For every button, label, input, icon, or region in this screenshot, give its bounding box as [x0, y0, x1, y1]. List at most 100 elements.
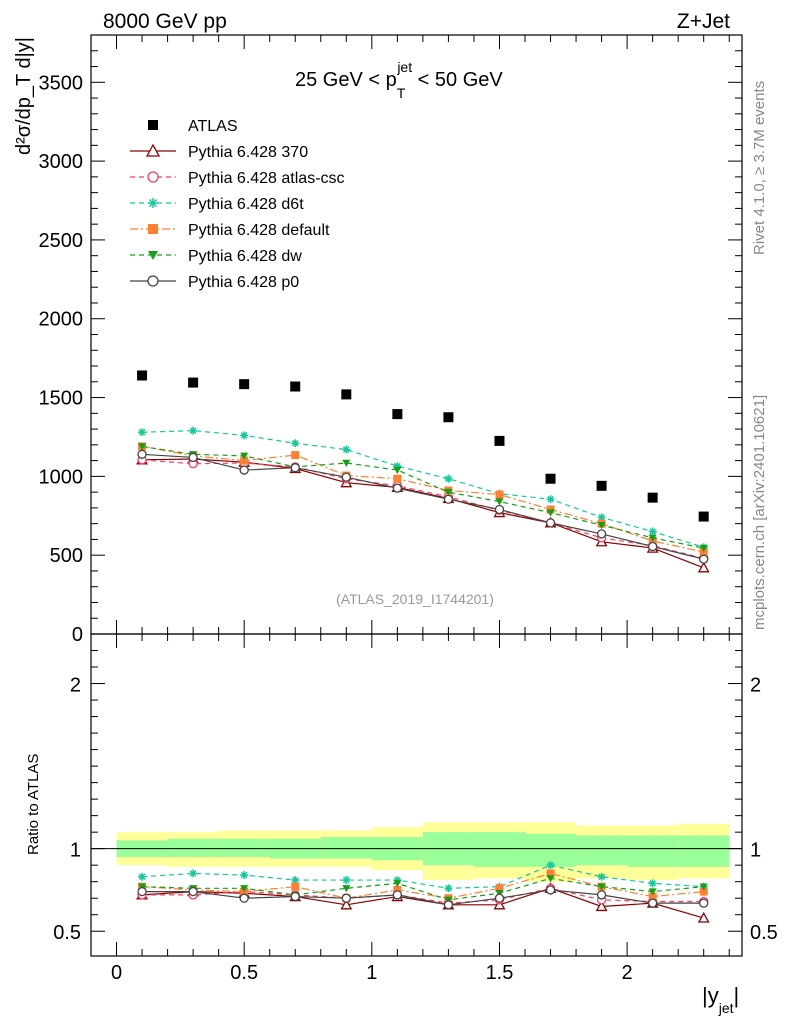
legend-label-pythia-6-428-d6t: Pythia 6.428 d6t — [188, 196, 304, 213]
ratio-xtick-label: 2 — [622, 962, 633, 984]
series-pythia-6-428-dw — [138, 443, 708, 553]
legend-item-pythia-6-428-atlas-csc: Pythia 6.428 atlas-csc — [130, 170, 345, 187]
main-data-marks — [136, 370, 710, 573]
legend-item-pythia-6-428-d6t: Pythia 6.428 d6t — [130, 196, 304, 213]
main-ytick-label: 0 — [72, 624, 83, 646]
point-pythia-6-428-p0 — [392, 483, 403, 493]
line-pythia-6-428-d6t — [142, 430, 704, 548]
ratio-xtick-label: 0 — [111, 962, 122, 984]
point-pythia-6-428-dw — [240, 452, 249, 460]
band-inner — [167, 838, 219, 857]
line-pythia-6-428-p0 — [142, 453, 704, 560]
main-title-sup: jet — [396, 59, 412, 75]
ratio-point-pythia-6-428-d6t — [393, 876, 402, 885]
ratio-point-pythia-6-428-p0 — [341, 893, 351, 903]
rivet-label: Rivet 4.1.0, ≥ 3.7M events — [751, 81, 768, 255]
legend-item-pythia-6-428-dw: Pythia 6.428 dw — [130, 248, 302, 265]
point-pythia-6-428-d6t — [393, 462, 402, 471]
ratio-point-pythia-6-428-default — [546, 869, 555, 878]
ratio-point-pythia-6-428-dw — [342, 885, 351, 893]
ratio-point-pythia-6-428-dw — [393, 880, 402, 888]
mcplots-label: mcplots.cern.ch [arXiv:2401.10621] — [751, 395, 768, 630]
point-pythia-6-428-d6t — [240, 431, 249, 440]
ratio-point-pythia-6-428-p0 — [188, 886, 198, 897]
point-pythia-6-428-default — [291, 451, 300, 460]
x-axis-label-tail: | — [734, 983, 740, 1008]
point-pythia-6-428-dw — [393, 466, 402, 475]
ratio-xtick-label: 1 — [366, 962, 377, 984]
ratio-point-pythia-6-428-p0 — [647, 898, 658, 908]
main-ytick-label: 1500 — [39, 388, 84, 410]
legend-label-pythia-6-428-370: Pythia 6.428 370 — [188, 144, 308, 161]
point-pythia-6-428-dw — [648, 534, 657, 542]
ratio-point-pythia-6-428-d6t — [342, 876, 351, 885]
ratio-point-pythia-6-428-default — [699, 887, 708, 896]
main-ytick-label: 1000 — [39, 466, 84, 488]
legend-marker-pythia-6-428-default — [148, 224, 158, 234]
point-atlas — [545, 473, 556, 484]
ratio-ytick-label-right: 0.5 — [750, 922, 778, 944]
ratio-point-pythia-6-428-d6t — [291, 876, 300, 885]
band-inner — [627, 835, 679, 867]
ratio-line-pythia-6-428-p0 — [142, 889, 704, 906]
main-title-tail: < 50 GeV — [412, 69, 503, 91]
ratio-point-pythia-6-428-d6t — [240, 871, 249, 880]
point-pythia-6-428-d6t — [189, 426, 198, 435]
ratio-point-pythia-6-428-d6t — [648, 879, 657, 888]
ratio-point-pythia-6-428-default — [648, 892, 657, 901]
ratio-line-pythia-6-428-dw — [142, 877, 704, 901]
point-atlas — [239, 379, 250, 390]
main-title-text: 25 GeV < p — [295, 69, 397, 91]
point-atlas — [443, 412, 454, 423]
point-pythia-6-428-dw — [138, 443, 147, 451]
ratio-point-pythia-6-428-default — [495, 884, 504, 893]
ratio-point-pythia-6-428-dw — [699, 883, 708, 891]
point-atlas — [188, 377, 199, 388]
legend-marker-pythia-6-428-p0 — [147, 275, 159, 287]
ratio-point-pythia-6-428-p0 — [137, 886, 147, 897]
point-pythia-6-428-d6t — [444, 474, 453, 483]
ratio-point-pythia-6-428-370 — [595, 900, 608, 912]
legend: ATLAS Pythia 6.428 370 Pythia 6.428 atlas-… — [130, 118, 345, 291]
ratio-point-pythia-6-428-p0 — [239, 893, 249, 903]
main-panel: 0 500 1000 1500 2000 2500 3000 3500 25 GeV < pT… — [13, 34, 743, 646]
ratio-ytick-label: 1 — [70, 840, 81, 862]
point-pythia-6-428-p0 — [494, 504, 505, 515]
ratio-ytick-label: 0.5 — [53, 922, 81, 944]
ratio-line-pythia-6-428-d6t — [142, 864, 704, 889]
ratio-ytick-label: 2 — [70, 675, 81, 697]
legend-label-pythia-6-428-atlas-csc: Pythia 6.428 atlas-csc — [188, 170, 345, 187]
ratio-point-pythia-6-428-p0 — [545, 885, 556, 895]
point-atlas — [596, 480, 607, 491]
ratio-point-pythia-6-428-dw — [597, 883, 606, 891]
legend-item-pythia-6-428-p0: Pythia 6.428 p0 — [130, 274, 299, 291]
ratio-xtick-label: 0.5 — [230, 962, 258, 984]
point-atlas — [392, 409, 403, 420]
ratio-series-pythia-6-428-p0 — [137, 885, 709, 910]
ratio-point-pythia-6-428-p0 — [392, 890, 403, 900]
header-process: Z+Jet — [677, 10, 730, 33]
series-pythia-6-428-d6t — [138, 426, 708, 552]
point-pythia-6-428-d6t — [597, 513, 606, 522]
point-pythia-6-428-d6t — [138, 428, 147, 437]
point-pythia-6-428-d6t — [546, 495, 555, 504]
ratio-point-pythia-6-428-default — [393, 885, 402, 894]
point-pythia-6-428-dw — [495, 498, 504, 506]
point-pythia-6-428-370 — [697, 561, 710, 573]
x-axis-label-main: |y — [702, 983, 719, 1008]
ratio-line-pythia-6-428-default — [142, 872, 704, 899]
point-pythia-6-428-p0 — [290, 463, 300, 473]
ratio-point-pythia-6-428-dw — [648, 888, 657, 896]
ratio-uncertainty-bands — [116, 822, 730, 882]
ratio-panel: 0.5 0.5 1 1 2 2 0 0.5 1 1.5 2 Ratio to ATLAS |yjet… — [25, 633, 778, 1016]
point-pythia-6-428-p0 — [699, 554, 709, 564]
ratio-ylabel: Ratio to ATLAS — [25, 754, 42, 855]
legend-marker-atlas — [148, 120, 158, 130]
ratio-data-marks — [136, 861, 710, 923]
point-pythia-6-428-dw — [546, 509, 555, 517]
point-pythia-6-428-default — [240, 456, 249, 465]
legend-label-pythia-6-428-p0: Pythia 6.428 p0 — [188, 274, 299, 291]
ratio-axis-ticks: 0.5 0.5 1 1 2 2 0 0.5 1 1.5 2 — [53, 634, 778, 984]
ratio-ytick-label-right: 1 — [750, 840, 761, 862]
point-pythia-6-428-dw — [342, 459, 351, 467]
